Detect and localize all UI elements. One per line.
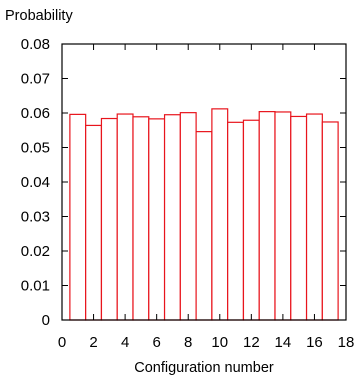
x-tick-label-8: 16: [306, 334, 323, 351]
y-tick-label-3: 0.03: [21, 209, 50, 226]
bars-group: [69, 108, 339, 321]
y-tick-label-4: 0.04: [21, 174, 50, 191]
bar-12: [242, 119, 260, 321]
plot-frame: [61, 43, 347, 321]
y-tick-label-7: 0.07: [21, 71, 50, 88]
y-tick-label-6: 0.06: [21, 105, 50, 122]
x-tick-label-0: 0: [58, 334, 66, 351]
y-tick-label-5: 0.05: [21, 140, 50, 157]
bar-17: [321, 121, 339, 321]
bar-15: [290, 115, 308, 321]
x-tick-label-1: 2: [89, 334, 97, 351]
y-axis-label: Probability: [5, 8, 73, 24]
y-tick-label-2: 0.02: [21, 243, 50, 260]
y-tick-label-0: 0: [42, 312, 50, 329]
x-tick-label-9: 18: [338, 334, 355, 351]
bar-16: [305, 113, 323, 321]
x-tick-label-2: 4: [121, 334, 129, 351]
x-tick-label-5: 10: [211, 334, 228, 351]
bar-11: [227, 121, 245, 321]
x-tick-label-6: 12: [243, 334, 260, 351]
bar-9: [195, 131, 213, 321]
bar-6: [148, 118, 166, 321]
bar-14: [274, 111, 292, 321]
x-tick-label-4: 8: [184, 334, 192, 351]
bar-2: [85, 124, 103, 321]
bar-7: [163, 114, 181, 321]
bar-10: [211, 108, 229, 321]
bar-4: [116, 113, 134, 321]
bar-1: [69, 113, 87, 321]
y-tick-label-1: 0.01: [21, 278, 50, 295]
x-tick-label-7: 14: [275, 334, 292, 351]
y-tick-label-8: 0.08: [21, 36, 50, 53]
x-tick-label-3: 6: [152, 334, 160, 351]
x-axis-label: Configuration number: [134, 360, 274, 376]
bar-5: [132, 116, 150, 321]
bar-3: [100, 117, 118, 321]
tick-labels-group: 0 2 4 6 8 10 12 14 16 18 0 0.01 0.02 0.03 0.04 0.05 0.06…: [21, 36, 355, 351]
bar-13: [258, 111, 276, 321]
bar-8: [179, 112, 197, 321]
